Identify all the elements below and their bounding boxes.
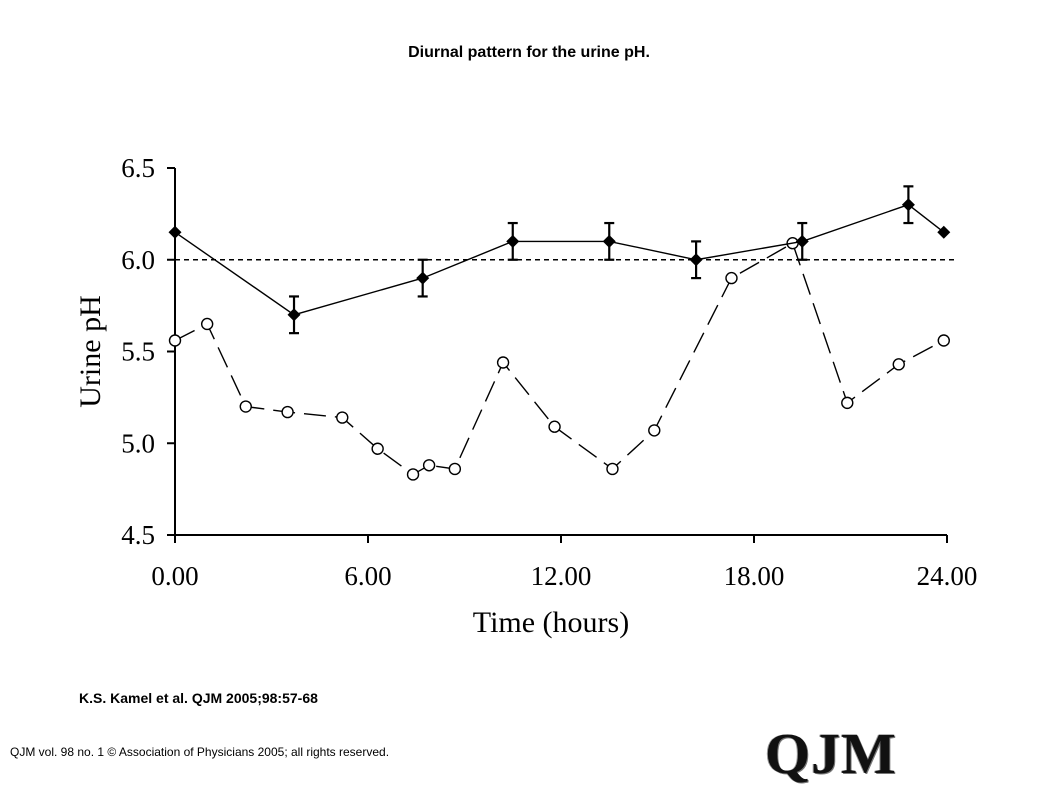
y-axis-title: Urine pH [74, 295, 107, 407]
open-circle-point [448, 462, 462, 476]
y-tick-label: 5.5 [121, 337, 155, 367]
chart-axes: 4.5 5.0 5.5 6.0 6.5 0.00 6.00 12.00 18.00 24.00 [121, 153, 977, 591]
x-axis-title: Time (hours) [473, 606, 629, 639]
open-circle-point [606, 462, 619, 476]
open-circle-point [239, 400, 252, 413]
x-tick-label: 6.00 [344, 561, 391, 591]
open-circle-point [648, 424, 661, 437]
copyright-notice: QJM vol. 98 no. 1 © Association of Physi… [10, 745, 390, 759]
x-tick-label: 12.00 [531, 561, 592, 591]
filled-diamond-point [689, 253, 703, 267]
x-tick-label: 0.00 [151, 561, 198, 591]
filled-diamond-point [795, 234, 809, 248]
filled-diamond-point [901, 198, 915, 212]
open-circle-point [496, 356, 510, 369]
filled-diamond-point [937, 225, 951, 239]
open-circle-point [168, 334, 182, 347]
y-tick-label: 6.5 [121, 153, 155, 183]
filled-diamond-point [287, 308, 301, 322]
qjm-logo: QJM [765, 721, 897, 786]
series-layer [168, 185, 951, 481]
open-circle-point [200, 317, 214, 331]
filled-diamond-point [602, 234, 616, 248]
open-circle-point [371, 442, 384, 455]
open-circle-point [892, 358, 905, 371]
open-circle-point [406, 468, 420, 481]
open-circle-point [548, 420, 561, 433]
circle-series-line [174, 242, 945, 476]
open-circle-point [841, 396, 854, 410]
diamond-series-line [174, 203, 945, 316]
open-circle-point [422, 459, 436, 472]
open-circle-point [281, 405, 294, 419]
filled-diamond-point [168, 225, 182, 239]
open-circle-point [725, 271, 738, 285]
open-circle-point [937, 334, 950, 347]
filled-diamond-point [506, 234, 520, 248]
y-tick-label: 5.0 [121, 428, 155, 458]
filled-diamond-point [416, 271, 430, 285]
open-circle-point [336, 411, 349, 424]
chart-title: Diurnal pattern for the urine pH. [408, 44, 650, 61]
x-tick-label: 24.00 [917, 561, 978, 591]
citation: K.S. Kamel et al. QJM 2005;98:57-68 [79, 690, 318, 706]
x-tick-label: 18.00 [724, 561, 785, 591]
y-tick-label: 4.5 [121, 520, 155, 550]
y-tick-label: 6.0 [121, 245, 155, 275]
